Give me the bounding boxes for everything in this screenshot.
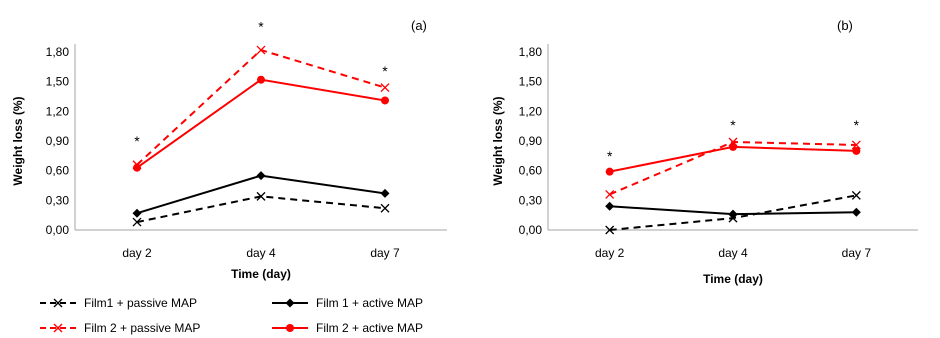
significance-marker: * — [134, 133, 140, 149]
x-tick-label: day 2 — [122, 246, 152, 260]
data-point-s1-3-stroke-2 — [380, 203, 390, 213]
data-point-s4-2 — [257, 75, 265, 84]
data-point-s1-1-stroke-2 — [132, 217, 142, 227]
series-line-4 — [136, 78, 386, 169]
x-axis-title: Time (day) — [703, 272, 763, 286]
data-point-s3-1-stroke-2 — [605, 189, 615, 199]
y-tick-label: 0,00 — [519, 223, 543, 237]
data-point-s1-3 — [380, 203, 390, 213]
x-tick-label: day 7 — [842, 246, 872, 260]
chart-panel-b: 0,00 0,30 0,60 0,90 1,20 1,50 1,80 day 2 day 4 da… — [491, 18, 918, 286]
y-tick-label: 1,80 — [46, 45, 70, 59]
y-tick-label: 1,50 — [46, 75, 70, 89]
legend-label: Film 2 + active MAP — [316, 321, 423, 335]
legend-marker — [285, 298, 295, 308]
data-point-s1-3 — [851, 190, 861, 200]
legend-marker — [53, 298, 63, 308]
y-axis-title: Weight loss (%) — [491, 96, 505, 185]
data-point-s4-1 — [133, 163, 141, 172]
y-tick-label: 1,20 — [46, 104, 70, 118]
legend-marker — [53, 323, 63, 333]
data-point-s4-3 — [381, 96, 389, 105]
y-tick-label: 0,60 — [46, 164, 70, 178]
data-point-s1-3-stroke-2 — [851, 190, 861, 200]
y-tick-label: 0,00 — [46, 223, 70, 237]
chart-panel-a: 0,00 0,30 0,60 0,90 1,20 1,50 1,80 day 2 day 4 da… — [11, 18, 447, 281]
y-tick-label: 1,80 — [519, 45, 543, 59]
legend-label: Film 2 + passive MAP — [84, 321, 200, 335]
panel-label: (a) — [411, 18, 427, 33]
series-line-1 — [136, 195, 386, 224]
data-point-s4-2 — [729, 142, 737, 151]
data-point-s3-2 — [256, 45, 266, 55]
data-point-s3-3 — [851, 140, 861, 150]
data-point-s3-1 — [605, 189, 615, 199]
legend-marker — [286, 324, 294, 332]
data-point-s1-1 — [605, 225, 615, 235]
x-tick-label: day 4 — [718, 246, 748, 260]
y-tick-label: 0,30 — [519, 193, 543, 207]
data-point-s3-3-stroke-2 — [851, 140, 861, 150]
legend-item-3: Film 2 + passive MAP — [40, 321, 200, 335]
significance-marker: * — [258, 18, 264, 34]
data-point-s1-1 — [132, 217, 142, 227]
y-tick-label: 0,30 — [46, 193, 70, 207]
y-axis-title: Weight loss (%) — [11, 96, 25, 185]
panel-label: (b) — [837, 18, 853, 33]
data-point-s2-3 — [380, 188, 390, 198]
data-point-s2-1 — [132, 208, 142, 218]
legend-item-2: Film 1 + active MAP — [272, 296, 423, 310]
data-point-s1-1-stroke-2 — [605, 225, 615, 235]
legend-item-4: Film 2 + active MAP — [272, 321, 423, 335]
data-point-s3-3-stroke-2 — [380, 83, 390, 93]
significance-marker: * — [730, 117, 736, 133]
legend: Film1 + passive MAP Film 1 + active MAP Fi… — [40, 296, 423, 335]
y-tick-label: 0,60 — [519, 164, 543, 178]
x-tick-label: day 4 — [246, 246, 276, 260]
data-point-s1-2 — [256, 191, 266, 201]
legend-marker-stroke-2 — [53, 323, 63, 333]
x-axis-title: Time (day) — [231, 267, 291, 281]
significance-marker: * — [854, 117, 860, 133]
series-line-3 — [136, 48, 386, 166]
significance-marker: * — [607, 148, 613, 164]
series-line-2 — [136, 174, 386, 215]
legend-item-1: Film1 + passive MAP — [40, 296, 197, 310]
data-point-s3-2-stroke-2 — [256, 45, 266, 55]
data-point-s3-3 — [380, 83, 390, 93]
data-point-s1-2-stroke-2 — [256, 191, 266, 201]
legend-label: Film1 + passive MAP — [84, 296, 197, 310]
y-tick-label: 0,90 — [46, 134, 70, 148]
y-tick-label: 1,20 — [519, 104, 543, 118]
data-point-s2-2 — [256, 171, 266, 181]
y-tick-label: 0,90 — [519, 134, 543, 148]
legend-label: Film 1 + active MAP — [316, 296, 423, 310]
data-point-s2-3 — [851, 207, 861, 217]
x-tick-label: day 2 — [595, 246, 625, 260]
legend-marker-stroke-2 — [53, 298, 63, 308]
data-point-s2-2 — [728, 209, 738, 219]
significance-marker: * — [382, 63, 388, 79]
x-tick-label: day 7 — [370, 246, 400, 260]
data-point-s4-3 — [852, 146, 861, 155]
data-point-s2-1 — [605, 201, 615, 211]
y-tick-label: 1,50 — [519, 75, 543, 89]
data-point-s4-1 — [605, 167, 614, 176]
